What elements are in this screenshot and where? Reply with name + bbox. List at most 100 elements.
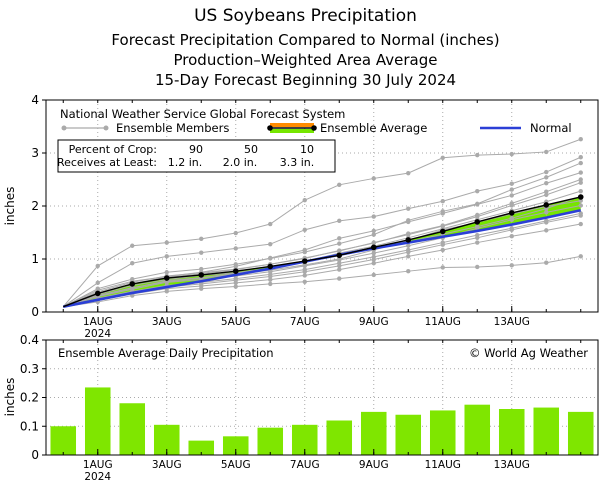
ensemble-member-point (440, 223, 445, 228)
ensemble-member-point (371, 214, 376, 219)
ensemble-member-line (63, 255, 581, 308)
y-tick-label: 0 (31, 448, 39, 462)
ensemble-member-point (544, 169, 549, 175)
ensemble-member-point (337, 263, 342, 269)
bottom-panel-title: Ensemble Average Daily Precipitation (58, 346, 274, 360)
crop-amount-90: 1.2 in. (168, 156, 203, 169)
ensemble-member-point (130, 243, 135, 248)
ensemble-average-point (405, 237, 412, 243)
ensemble-member-point (440, 247, 445, 253)
legend-ensemble-average: Ensemble Average (267, 121, 427, 135)
ensemble-average-point (163, 275, 170, 281)
ensemble-member-point (509, 234, 514, 239)
ensemble-member-point (302, 197, 307, 203)
daily-precip-bar (50, 426, 77, 455)
x-tick-label: 13AUG (494, 316, 530, 328)
ensemble-member-line (63, 204, 581, 308)
ensemble-average-point (129, 281, 136, 287)
ensemble-member-point (475, 188, 480, 194)
ensemble-member-point (199, 250, 204, 255)
ensemble-member-point (509, 201, 514, 206)
ensemble-member-point (544, 260, 549, 265)
crop-percent-50: 50 (244, 143, 258, 156)
x-year-label: 2024 (84, 471, 111, 483)
ensemble-member-point (406, 206, 411, 211)
model-source-label: National Weather Service Global Forecast… (60, 107, 345, 121)
ensemble-member-point (509, 151, 514, 157)
ensemble-member-point (302, 279, 307, 284)
y-tick-label: 0.2 (20, 391, 39, 405)
ensemble-member-line (63, 223, 581, 308)
chart-title: US Soybeans Precipitation (194, 6, 417, 26)
above-normal-fill (511, 204, 547, 225)
daily-precip-bar (533, 407, 560, 455)
ensemble-member-point (544, 175, 549, 180)
ensemble-member-point (406, 249, 411, 255)
ensemble-member-line (63, 162, 581, 308)
x-year-label: 2024 (84, 328, 111, 340)
crop-table-box (57, 139, 336, 173)
ensemble-member-point (475, 202, 480, 207)
ensemble-member-point (578, 198, 583, 203)
ensemble-average-point (439, 228, 446, 235)
ensemble-member-point (578, 177, 583, 182)
ensemble-member-point (509, 181, 514, 186)
legend-average-marker-b (311, 125, 317, 131)
daily-precip-bar (429, 410, 456, 455)
crop-amount-10: 3.3 in. (280, 156, 315, 169)
ensemble-average-point (336, 252, 343, 259)
ensemble-member-point (578, 160, 583, 166)
ensemble-member-point (440, 211, 445, 216)
ensemble-member-point (544, 189, 549, 194)
y-tick-label: 4 (31, 93, 39, 107)
legend-average-marker-a (267, 125, 273, 131)
ensemble-member-point (337, 241, 342, 246)
ensemble-member-point (406, 268, 411, 274)
chart-subtitle-area: Production–Weighted Area Average (173, 51, 438, 69)
ensemble-member-point (406, 170, 411, 176)
above-normal-fill (442, 221, 478, 237)
ensemble-member-point (164, 289, 169, 294)
ensemble-member-point (337, 248, 342, 253)
y-tick-label: 1 (31, 252, 39, 266)
ensemble-member-point (337, 276, 342, 281)
ensemble-member-point (164, 270, 169, 275)
ensemble-member-point (164, 254, 169, 259)
ensemble-member-point (544, 228, 549, 233)
ensemble-member-point (509, 263, 514, 268)
ensemble-member-point (302, 273, 307, 278)
ensemble-member-point (302, 227, 307, 233)
ensemble-member-point (475, 235, 480, 240)
copyright-credit: © World Ag Weather (469, 346, 588, 360)
y-tick-label: 3 (31, 146, 39, 160)
ensemble-average-point (267, 263, 274, 270)
y-tick-label: 0 (31, 305, 39, 319)
ensemble-member-point (578, 221, 583, 227)
ensemble-average-point (370, 244, 377, 251)
daily-precip-bar (222, 436, 249, 455)
ensemble-member-point (302, 247, 307, 253)
legend-below-normal-swatch (270, 123, 314, 127)
ensemble-member-point (475, 212, 480, 218)
ensemble-member-point (95, 263, 100, 269)
ensemble-member-point (268, 274, 273, 279)
ensemble-member-point (578, 254, 583, 259)
ensemble-member-point (406, 219, 411, 225)
ensemble-average-point (577, 194, 584, 200)
ensemble-member-point (440, 199, 445, 204)
ensemble-member-point (578, 137, 583, 142)
ensemble-member-point (337, 218, 342, 224)
crop-percentile-table: Percent of Crop: Receives at Least: 90 5… (57, 139, 336, 173)
ensemble-member-point (578, 203, 583, 208)
ensemble-member-point (199, 236, 204, 242)
ensemble-member-point (337, 236, 342, 241)
ensemble-member-point (371, 228, 376, 234)
ensemble-member-point (233, 230, 238, 236)
ensemble-member-point (544, 206, 549, 211)
ensemble-member-point (578, 213, 583, 218)
ensemble-average-point (232, 268, 239, 274)
legend-member-marker-b (103, 125, 109, 131)
ensemble-member-point (233, 246, 238, 251)
ensemble-average-point (198, 272, 205, 278)
ensemble-member-point (578, 155, 583, 160)
